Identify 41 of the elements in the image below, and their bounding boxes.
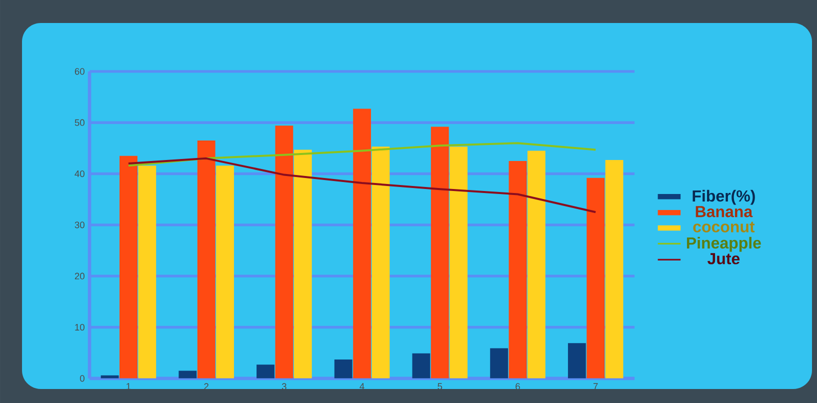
bar [197, 140, 216, 378]
bar [178, 370, 197, 378]
legend-label: coconut [693, 222, 755, 232]
bar [372, 146, 390, 378]
bar [490, 348, 508, 378]
y-tick-label: 20 [74, 272, 84, 280]
bar [216, 166, 234, 378]
bar [605, 160, 624, 378]
bar [294, 150, 312, 378]
bar [527, 150, 546, 378]
y-tick-label: 60 [74, 68, 84, 75]
bar [334, 359, 352, 378]
legend-label: Pineapple [686, 236, 761, 252]
y-tick-label: 0 [80, 375, 84, 382]
y-tick-label: 50 [74, 119, 84, 126]
legend-label: Jute [708, 253, 740, 264]
x-tick-label: 7 [593, 383, 598, 390]
y-tick-label: 40 [74, 170, 84, 178]
bar [586, 178, 605, 378]
bar [275, 126, 294, 378]
bar [353, 108, 371, 378]
bar [508, 160, 527, 378]
y-tick-label: 10 [75, 324, 84, 331]
bar [450, 146, 468, 378]
x-tick-label: 5 [438, 383, 442, 390]
x-tick-label: 3 [282, 383, 286, 390]
legend-label: Banana [696, 206, 753, 218]
bar [138, 166, 156, 378]
bar [568, 343, 586, 378]
x-tick-label: 4 [360, 383, 364, 390]
legend-label: Fiber(%) [692, 190, 755, 205]
line-series [127, 142, 597, 167]
bar [430, 126, 449, 378]
y-tick-label: 30 [74, 222, 84, 228]
x-tick-label: 2 [204, 383, 208, 390]
x-tick-label: 6 [516, 383, 520, 390]
bar [256, 364, 274, 378]
line-series [127, 157, 597, 214]
bar [412, 353, 430, 378]
bar [120, 156, 138, 378]
x-tick-label: 1 [126, 383, 131, 390]
